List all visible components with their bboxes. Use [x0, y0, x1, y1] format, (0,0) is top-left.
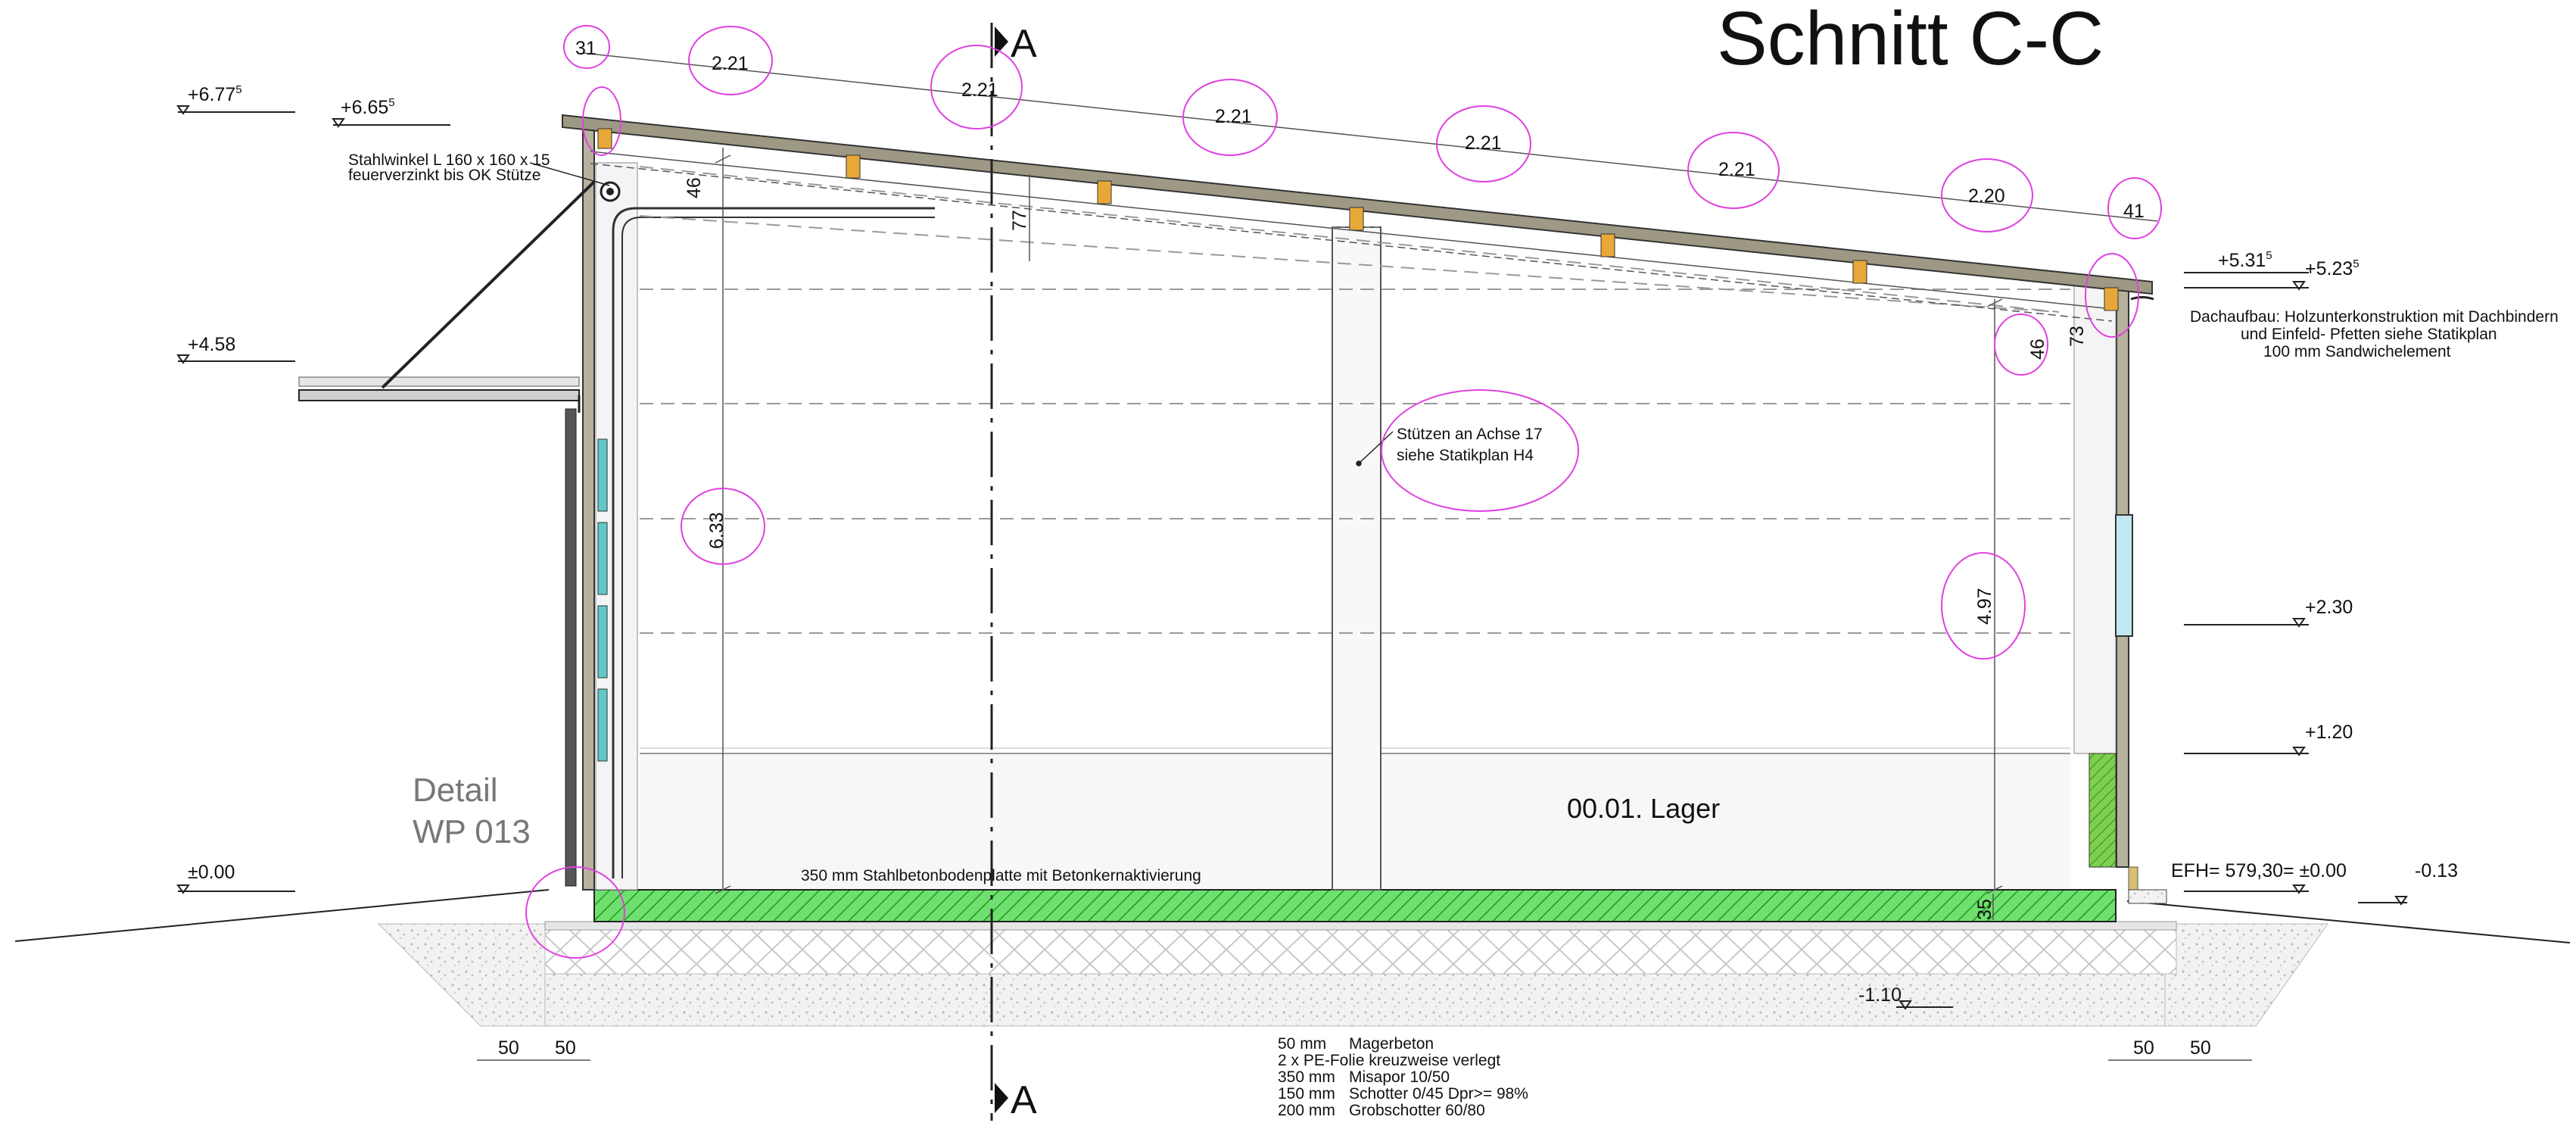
dim-label: 35	[1974, 899, 1995, 920]
dim-label: 73	[2067, 326, 2088, 347]
dim-label: 50	[555, 1037, 576, 1059]
level-label: EFH= 579,30= ±0.00	[2171, 860, 2347, 881]
level-label: -1.10	[1858, 984, 1902, 1006]
purlin	[1600, 233, 1615, 257]
section-marker-bottom: A	[1011, 1078, 1037, 1122]
roof-dim: 41	[2123, 201, 2145, 222]
section-arrow-bottom	[995, 1083, 1008, 1113]
level-label: +4.58	[188, 334, 235, 355]
leaders	[529, 162, 1394, 466]
ground	[14, 889, 2571, 1027]
level-label: +5.235	[2305, 257, 2360, 279]
misapor-layer	[544, 929, 2177, 975]
drawing-title: Schnitt C-C	[1717, 0, 2104, 81]
level-label: +5.315	[2218, 249, 2272, 271]
dim-label: 6.33	[706, 512, 727, 549]
detail-label: WP 013	[413, 813, 531, 850]
level-label: +6.655	[341, 96, 395, 118]
level-label: +1.20	[2305, 722, 2353, 743]
column-note: siehe Statikplan H4	[1397, 447, 1534, 464]
guide-lines	[639, 166, 2070, 634]
gravel-layer	[480, 972, 2253, 1027]
roof-dim: 2.21	[1718, 159, 1755, 180]
canopy	[298, 180, 596, 413]
layer-row: 350 mm Misapor 10/50	[1278, 1068, 1450, 1086]
level-label: +2.30	[2305, 597, 2353, 618]
layer-row: 200 mm Grobschotter 60/80	[1278, 1102, 1485, 1119]
dim-label: 50	[498, 1037, 519, 1059]
dim-label: 46	[2027, 338, 2048, 360]
roof	[562, 114, 2153, 322]
level-marks	[176, 105, 2408, 1010]
level-label: ±0.00	[188, 862, 235, 883]
detail-label: Detail	[413, 772, 498, 809]
interior-column	[1332, 226, 1381, 891]
right-wall	[2073, 279, 2167, 904]
purlin	[846, 154, 861, 179]
steel-angle-note: feuerverzinkt bis OK Stütze	[348, 167, 540, 184]
purlin	[597, 128, 612, 149]
layer-row: 2 x PE-Folie kreuzweise verlegt	[1278, 1052, 1500, 1069]
purlin	[1097, 180, 1112, 204]
dim-label: 77	[1009, 210, 1030, 231]
dim-label: 4.97	[1974, 588, 1995, 625]
roof-build-note: 100 mm Sandwichelement	[2263, 343, 2451, 360]
level-label: +6.775	[188, 83, 242, 105]
roof-build-note: Dachaufbau: Holzunterkonstruktion mit Da…	[2190, 308, 2559, 326]
roof-dim: 2.21	[1215, 106, 1252, 127]
dimension-lines	[477, 52, 2252, 1061]
dim-label: 50	[2190, 1037, 2211, 1059]
dim-label: 46	[684, 177, 705, 198]
purlin	[1349, 207, 1364, 231]
roof-build-note: und Einfeld- Pfetten siehe Statikplan	[2241, 326, 2497, 343]
section-axis	[990, 23, 1008, 1121]
layer-legend: 50 mm Magerbeton 2 x PE-Folie kreuzweise …	[1278, 1035, 1528, 1119]
level-label: -0.13	[2415, 860, 2458, 881]
layer-row: 50 mm Magerbeton	[1278, 1035, 1434, 1053]
roof-dim: 2.21	[1465, 133, 1502, 154]
section-arrow-top	[995, 27, 1008, 57]
lean-concrete	[544, 921, 2177, 931]
purlin	[1852, 260, 1867, 284]
floor-slab	[593, 889, 2117, 922]
roof-dim: 2.21	[712, 53, 749, 74]
slab-note: 350 mm Stahlbetonbodenplatte mit Betonke…	[801, 867, 1201, 884]
revision-clouds	[525, 25, 2162, 959]
purlin	[2104, 287, 2119, 311]
steel-angle-note: Stahlwinkel L 160 x 160 x 15	[348, 151, 550, 169]
room-label: 00.01. Lager	[1567, 793, 1720, 824]
section-marker-top: A	[1011, 22, 1037, 66]
roof-panel	[562, 114, 2153, 295]
column-note: Stützen an Achse 17	[1397, 426, 1543, 443]
layer-row: 150 mm Schotter 0/45 Dpr>= 98%	[1278, 1085, 1528, 1103]
roof-dim: 31	[575, 38, 596, 59]
dim-label: 50	[2133, 1037, 2154, 1059]
gravel-slope-left	[377, 923, 546, 1027]
gravel-slope-right	[2164, 923, 2328, 1027]
roof-dim: 2.21	[961, 80, 998, 101]
roof-dim: 2.20	[1968, 186, 2005, 207]
